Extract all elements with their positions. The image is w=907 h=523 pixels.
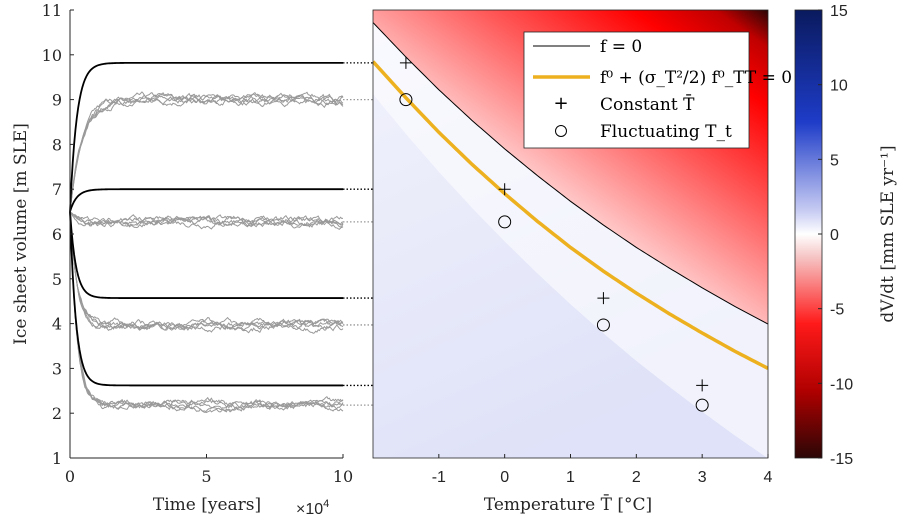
x-tick-label: 10 [333,467,353,486]
marker-fluctuating [498,215,512,229]
right-x-label: Temperature T̄ [°C] [484,493,652,515]
right-x-tick-label: 0 [500,469,509,486]
y-tick-label: 2 [52,404,62,423]
legend-label-constant: Constant T̄ [600,93,695,115]
right-panel: -1 0 1 2 3 4 Temperature T̄ [°C] f = 0 f⁰ + (… [372,9,792,515]
deterministic-trajectories [69,61,343,387]
right-x-ticks: -1 0 1 2 3 4 [432,454,773,486]
colorbar-tick-label: 15 [830,3,848,20]
colorbar-label: dV/dt [mm SLE yr⁻¹] [878,145,898,322]
stochastic-trajectories [69,91,344,414]
left-y-ticks: 1 2 3 4 5 6 7 8 9 10 11 [42,1,74,468]
stochastic-path [69,91,344,212]
curve-fluctuating [373,60,768,370]
x-tick-label: 0 [65,467,75,486]
marker-constant [498,183,511,196]
left-y-label: Ice sheet volume [m SLE] [11,123,31,345]
colorbar-tick-label: -5 [830,302,844,319]
right-x-tick-label: -1 [432,469,446,486]
colorbar-tick-label: -15 [830,451,853,468]
y-tick-label: 1 [52,449,62,468]
colorbar-ticks: 15 10 5 0 -5 -10 -15 [818,3,853,468]
y-tick-label: 11 [42,1,62,20]
legend-label-f0: f = 0 [600,37,642,57]
y-tick-label: 8 [52,135,62,154]
colorbar-tick-label: 0 [830,227,839,244]
legend: f = 0 f⁰ + (σ_T²/2) f⁰_TT = 0 + Constant… [523,31,792,149]
marker-fluctuating [695,398,709,412]
marker-fluctuating [399,93,413,107]
x-exponent-power: 4 [323,498,329,510]
deterministic-path [69,211,343,387]
marker-constant [696,379,709,392]
colorbar: 15 10 5 0 -5 -10 -15 dV/dt [mm SLE yr⁻¹] [794,3,898,468]
right-x-tick-label: 1 [566,469,575,486]
stochastic-path [69,211,344,412]
colorbar-tick-label: 10 [830,78,848,95]
curve-f0 [373,22,768,325]
stochastic-path [69,211,344,334]
stochastic-path [69,211,344,229]
markers [399,56,709,412]
left-x-label: Time [years] [153,495,261,515]
right-x-tick-label: 2 [632,469,641,486]
stochastic-path [69,211,344,334]
legend-box [523,31,750,149]
legend-marker-plus: + [553,93,568,114]
y-tick-label: 5 [52,270,62,289]
legend-label-fluct: f⁰ + (σ_T²/2) f⁰_TT = 0 [600,68,792,88]
left-x-ticks: 0 5 10 [65,454,353,486]
legend-marker-circle [555,125,567,137]
stochastic-path [69,211,344,412]
y-tick-label: 7 [52,180,62,199]
y-tick-label: 6 [52,225,62,244]
y-tick-label: 3 [52,359,62,378]
colorbar-gradient [794,9,823,459]
heatmap-light-band [373,22,768,458]
deterministic-path [69,211,343,299]
x-tick-label: 5 [201,467,211,486]
x-exponent: ×104 [296,498,329,518]
marker-fluctuating [596,318,610,332]
deterministic-path [69,61,343,212]
right-x-tick-label: 3 [698,469,707,486]
deterministic-path [69,188,343,212]
left-panel: 1 2 3 4 5 6 7 8 9 10 11 0 5 10 Ice sheet volume [m S… [11,1,353,518]
y-tick-label: 10 [42,46,62,65]
y-tick-label: 9 [52,91,62,110]
right-x-tick-label: 4 [764,469,773,486]
x-exponent-base: ×10 [296,501,323,518]
marker-constant [399,56,412,69]
marker-constant [597,292,610,305]
colorbar-tick-label: 5 [830,152,839,169]
left-plot-area [70,10,343,458]
y-tick-label: 4 [52,315,62,334]
colorbar-tick-label: -10 [830,376,853,393]
stochastic-path [69,211,344,333]
legend-label-fluctuating: Fluctuating T_t [600,122,732,142]
